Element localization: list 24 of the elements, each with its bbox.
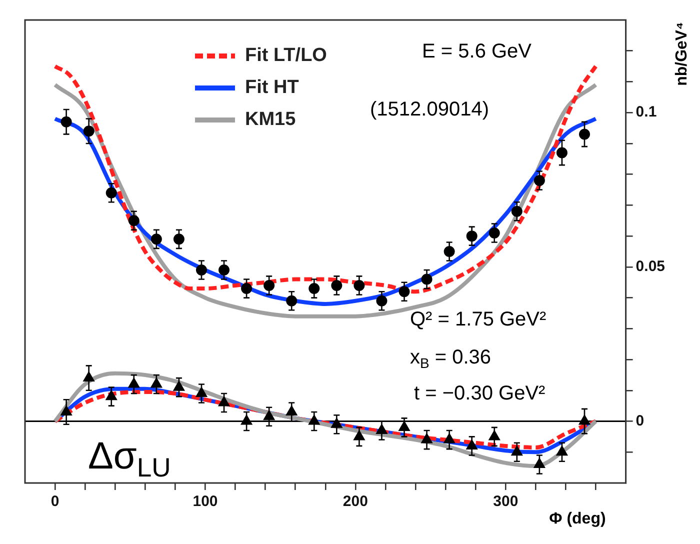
- x-tick-label: 200: [342, 493, 368, 510]
- point: [196, 264, 207, 276]
- legend-label: KM15: [245, 109, 296, 130]
- y-axis-title: nb/GeV⁴: [673, 22, 690, 86]
- point: [241, 283, 252, 294]
- x-tick-label: 300: [493, 493, 518, 510]
- x-axis-title: Φ (deg): [549, 510, 606, 528]
- annotation: Q² = 1.75 GeV²: [410, 308, 547, 331]
- y-tick-label: 0.05: [636, 258, 666, 276]
- y-tick-label: 0: [636, 412, 644, 430]
- annotation: t = −0.30 GeV²: [414, 382, 546, 405]
- point: [264, 280, 275, 291]
- line-series: [53, 64, 598, 294]
- annotation: (1512.09014): [370, 98, 489, 121]
- annotation: E = 5.6 GeV: [422, 40, 532, 63]
- point: [578, 414, 590, 425]
- x-tick-label: 100: [192, 493, 218, 510]
- y-tick-label: 0.1: [636, 104, 657, 121]
- point: [218, 264, 230, 276]
- legend-label: Fit HT: [245, 77, 300, 98]
- legend-label: Fit LT/LO: [245, 45, 327, 66]
- x-tick-label: 0: [50, 493, 60, 510]
- point: [534, 175, 545, 186]
- point: [240, 414, 252, 425]
